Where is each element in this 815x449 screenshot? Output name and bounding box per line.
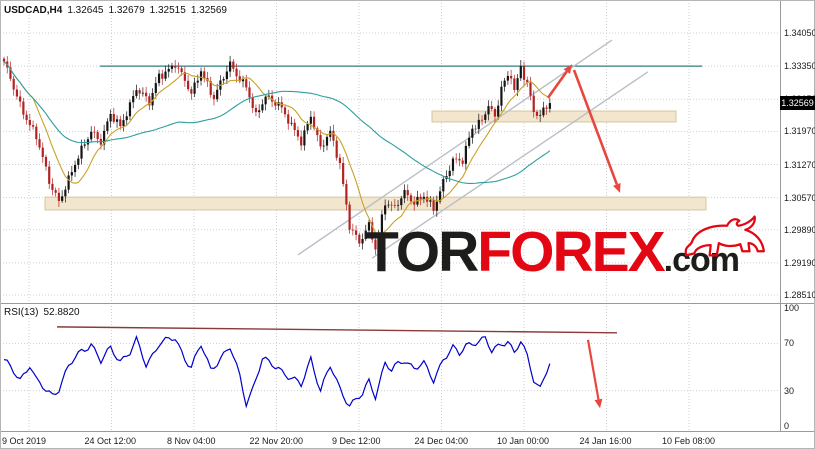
current-price-tag: 1.32569 [780,96,815,111]
channel-line-2 [371,71,649,259]
rsi-forecast-arrow [586,339,603,409]
rsi-trendline [56,326,618,334]
rsi-axis-label: 70 [784,338,795,349]
low-value: 1.32515 [149,5,186,16]
rsi-name: RSI(13) [4,307,39,318]
bull-logo-icon [684,215,765,257]
watermark-tor: TOR [364,220,479,284]
forecast-arrow-down [572,69,621,193]
time-axis-label: 24 Dec 04:00 [414,436,469,446]
forecast-arrow-up [546,64,572,99]
price-axis-label: 1.29890 [784,224,815,235]
price-axis-label: 1.31270 [784,159,815,170]
resistance-zone [431,110,677,123]
time-axis-label: 10 Jan 00:00 [497,436,550,446]
time-axis-label: 9 Oct 2019 [2,436,47,446]
time-axis[interactable]: 9 Oct 2019 24 Oct 12:00 8 Nov 04:00 22 Nov … [0,431,815,449]
current-price-value: 1.32569 [781,98,814,109]
price-axis-label: 1.33350 [784,61,815,72]
time-axis-label: 10 Feb 08:00 [662,436,716,446]
time-axis-label: 22 Nov 20:00 [249,436,304,446]
time-axis-label: 8 Nov 04:00 [167,436,216,446]
rsi-axis-label: 0 [784,421,790,431]
open-value: 1.32645 [67,5,104,16]
time-axis-label: 24 Jan 16:00 [579,436,632,446]
price-axis[interactable]: 1.32569 1.340501.333501.326501.319701.31… [780,0,815,431]
rsi-value: 52.8820 [43,307,80,318]
ma-slow-line [3,61,551,184]
support-zone [44,196,707,211]
price-axis-label: 1.31970 [784,126,815,137]
rsi-axis-label: 100 [784,303,800,313]
price-axis-label: 1.28510 [784,290,815,301]
watermark-forex: FOREX [477,220,665,284]
symbol-ohlc-label: USDCAD,H4 1.32645 1.32679 1.32515 1.32569 [4,5,232,16]
time-axis-label: 24 Oct 12:00 [84,436,137,446]
price-axis-label: 1.29190 [784,257,815,268]
rsi-indicator-label: RSI(13) 52.8820 [4,307,85,318]
watermark-dotcom: .com [663,241,740,279]
high-value: 1.32679 [108,5,145,16]
grid [0,0,780,431]
candlestick-series [2,55,551,255]
rsi-axis-label: 30 [784,385,795,396]
close-value: 1.32569 [190,5,227,16]
torforex-watermark: TORFOREX.com [364,215,765,281]
time-axis-label: 9 Dec 12:00 [332,436,381,446]
price-axis-label: 1.34050 [784,28,815,38]
symbol-timeframe: USDCAD,H4 [4,5,63,16]
price-axis-label: 1.30570 [784,192,815,203]
rsi-line [3,334,551,409]
